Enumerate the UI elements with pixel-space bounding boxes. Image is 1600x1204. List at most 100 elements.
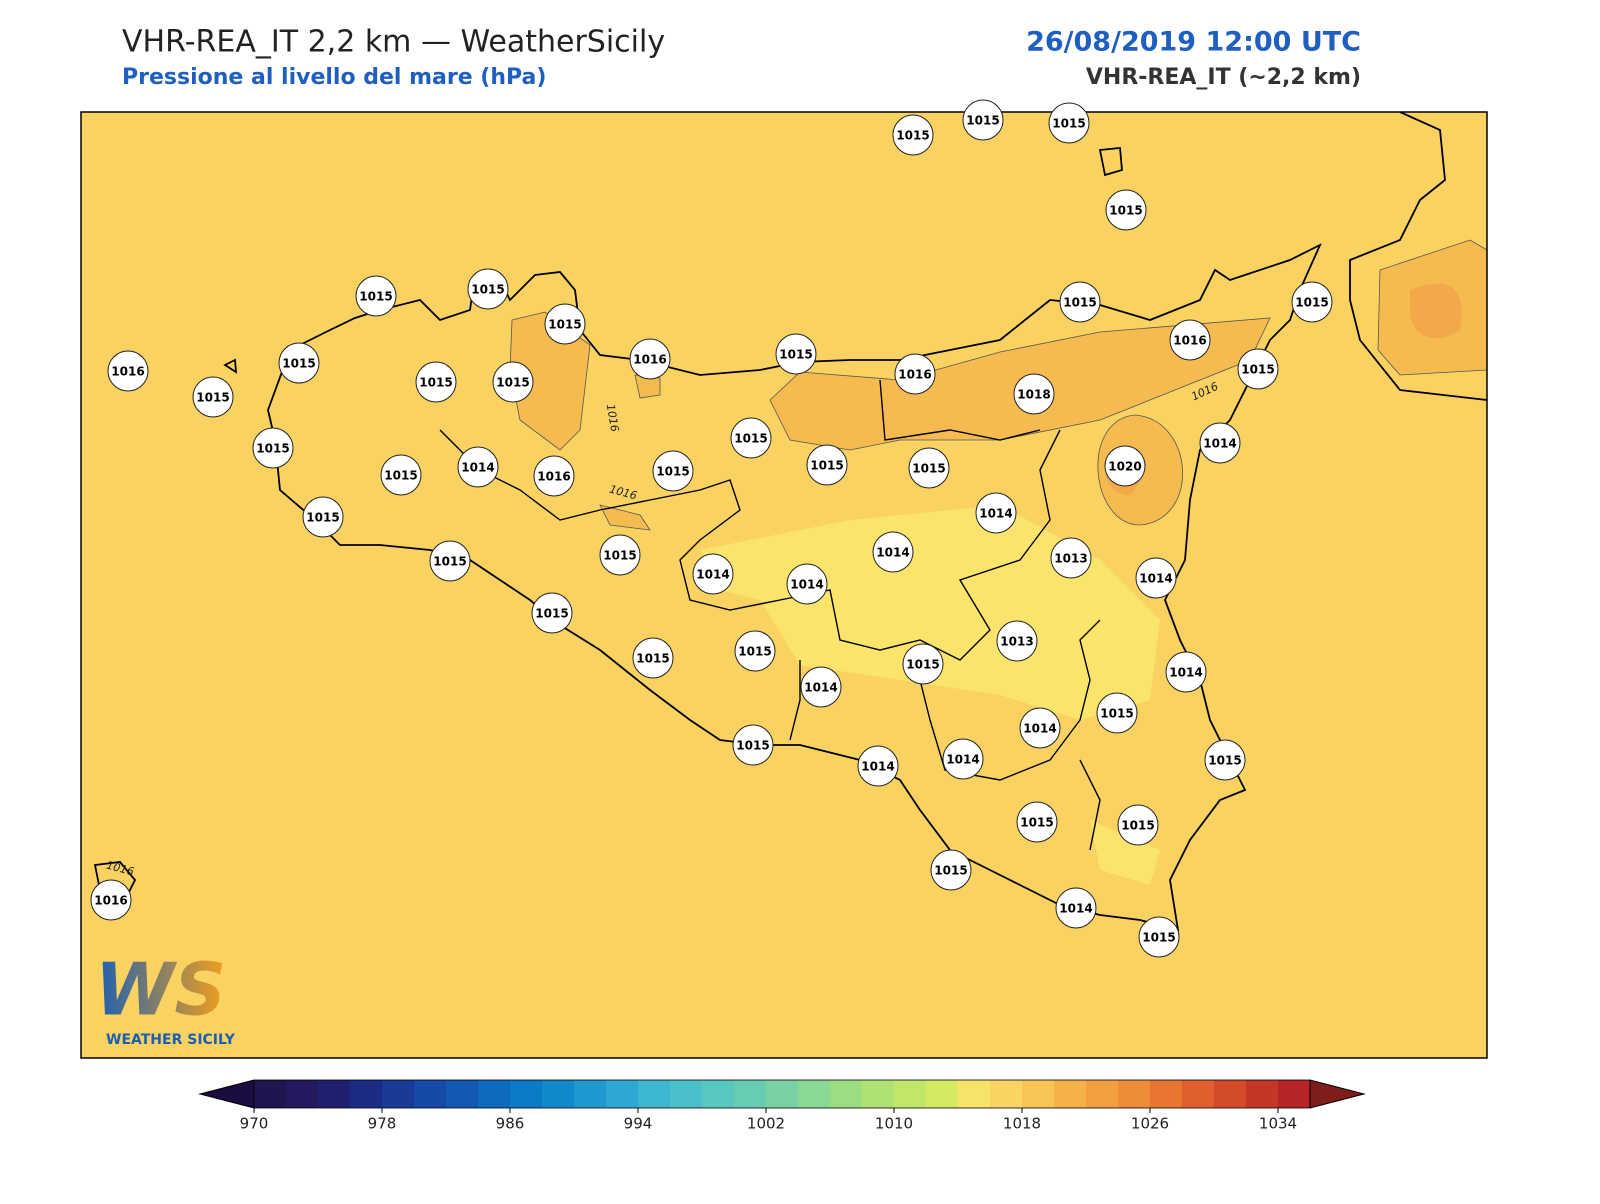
station-marker [857, 745, 899, 787]
station-marker [1105, 189, 1147, 231]
station-marker [90, 879, 132, 921]
colorbar-box [862, 1080, 895, 1108]
colorbar-tick-label: 986 [496, 1115, 525, 1133]
colorbar-box [1086, 1080, 1119, 1108]
station-marker [908, 447, 950, 489]
colorbar-box [286, 1080, 319, 1108]
map-frame [80, 111, 1488, 1059]
station-value: 1015 [1052, 117, 1085, 131]
station-value: 1014 [461, 461, 494, 475]
logo-mark: WS [95, 948, 226, 1032]
colorbar-box [1278, 1080, 1311, 1108]
station-value: 1013 [1054, 552, 1087, 566]
station-value: 1016 [898, 368, 931, 382]
station-marker [380, 454, 422, 496]
station-marker [1204, 739, 1246, 781]
station-marker [786, 563, 828, 605]
station-marker [531, 592, 573, 634]
colorbar-box [574, 1080, 607, 1108]
colorbar-box [510, 1080, 543, 1108]
station-value: 1015 [196, 391, 229, 405]
colorbar-box [638, 1080, 671, 1108]
station-value: 1015 [636, 652, 669, 666]
station-marker [800, 666, 842, 708]
station-value: 1015 [1241, 363, 1274, 377]
station-marker [1169, 319, 1211, 361]
colorbar-box [446, 1080, 479, 1108]
colorbar-box [1214, 1080, 1247, 1108]
station-value: 1013 [1000, 635, 1033, 649]
colorbar-tick-label: 994 [624, 1115, 653, 1133]
station-marker [1050, 537, 1092, 579]
station-value: 1015 [896, 129, 929, 143]
station-value: 1015 [734, 432, 767, 446]
colorbar-box [1182, 1080, 1215, 1108]
station-value: 1015 [1142, 931, 1175, 945]
high-area [509, 239, 1487, 531]
station-marker [734, 630, 776, 672]
station-value: 1014 [1023, 722, 1056, 736]
station-marker [1135, 557, 1177, 599]
station-marker [975, 492, 1017, 534]
colorbar-box [1150, 1080, 1183, 1108]
station-marker [355, 275, 397, 317]
station-marker [629, 338, 671, 380]
logo-name: WEATHER SICILY [106, 1032, 236, 1048]
station-marker [599, 534, 641, 576]
station-marker [1237, 348, 1279, 390]
colorbar-box [254, 1080, 287, 1108]
station-value: 1020 [1108, 460, 1141, 474]
station-value: 1014 [790, 578, 823, 592]
station-value: 1015 [256, 442, 289, 456]
station-marker [902, 643, 944, 685]
station-value: 1015 [282, 357, 315, 371]
station-value: 1014 [1169, 666, 1202, 680]
station-value: 1015 [738, 645, 771, 659]
station-marker [302, 496, 344, 538]
colorbar-box [926, 1080, 959, 1108]
contour-label: 1016 [604, 403, 622, 433]
colorbar-tick-label: 1018 [1003, 1115, 1041, 1133]
colorbar-tick-label: 1026 [1131, 1115, 1169, 1133]
station-marker [962, 99, 1004, 141]
station-marker [692, 553, 734, 595]
station-value: 1016 [633, 353, 666, 367]
station-marker [278, 342, 320, 384]
station-value: 1015 [535, 607, 568, 621]
colorbar-box [670, 1080, 703, 1108]
station-value: 1015 [433, 555, 466, 569]
station-value: 1015 [1063, 296, 1096, 310]
station-marker [467, 268, 509, 310]
station-value: 1015 [306, 511, 339, 525]
station-value: 1014 [979, 507, 1012, 521]
station-marker [872, 531, 914, 573]
colorbar-box [990, 1080, 1023, 1108]
province-border [439, 379, 1101, 851]
station-value: 1014 [696, 568, 729, 582]
subtitle: Pressione al livello del mare (hPa) [122, 65, 546, 90]
station-marker [1048, 102, 1090, 144]
title: VHR-REA_IT 2,2 km — WeatherSicily [122, 25, 665, 60]
colorbar-box [798, 1080, 831, 1108]
station-value: 1015 [1020, 816, 1053, 830]
logo: WS WEATHER SICILY [95, 948, 236, 1048]
station-marker [806, 444, 848, 486]
station-marker [252, 427, 294, 469]
station-marker [533, 455, 575, 497]
station-marker [1055, 887, 1097, 929]
colorbar-box [702, 1080, 735, 1108]
station-value: 1015 [779, 348, 812, 362]
station-marker [930, 849, 972, 891]
station-marker [1059, 281, 1101, 323]
station-marker [1016, 801, 1058, 843]
station-value: 1015 [1295, 296, 1328, 310]
station-value: 1016 [537, 470, 570, 484]
station-marker [415, 361, 457, 403]
station-value: 1014 [1203, 437, 1236, 451]
colorbar-box [318, 1080, 351, 1108]
station-value: 1015 [1121, 819, 1154, 833]
station-value: 1015 [496, 376, 529, 390]
station-value: 1015 [1100, 707, 1133, 721]
colorbar-frame [253, 1079, 1311, 1109]
station-marker [652, 450, 694, 492]
